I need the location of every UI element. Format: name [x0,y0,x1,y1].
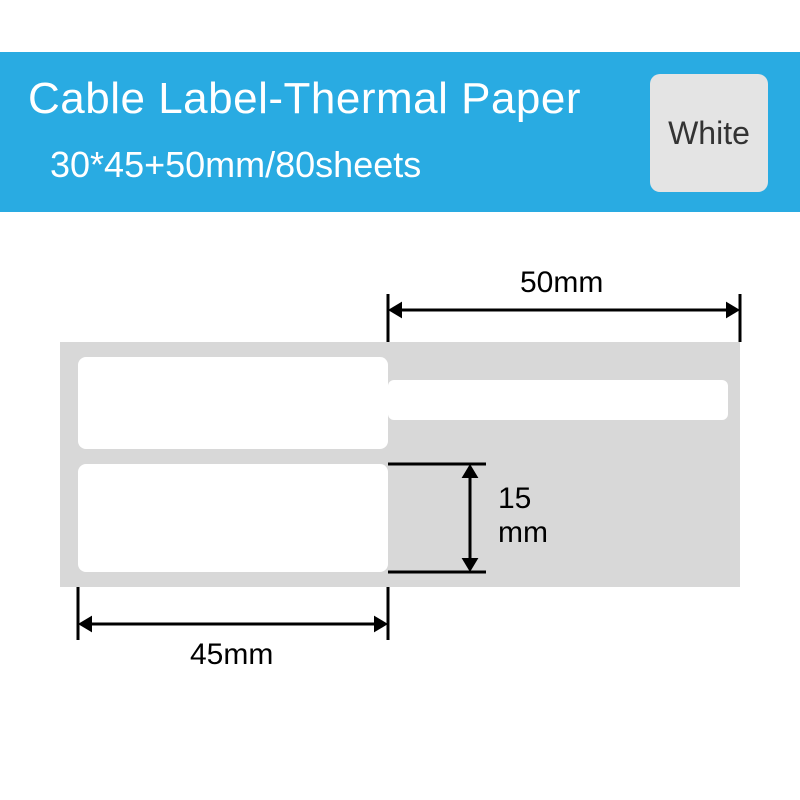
dim-label-15-unit: mm [498,516,548,549]
dim-label-50mm: 50mm [520,266,603,299]
product-spec: 30*45+50mm/80sheets [50,144,421,186]
color-chip: White [650,74,768,192]
page-root: Cable Label-Thermal Paper 30*45+50mm/80s… [0,0,800,800]
dim-label-45mm: 45mm [190,638,273,671]
dimension-diagram: 50mm 15mm 45mm [0,212,800,800]
dim-label-15: 15 [498,482,531,515]
color-chip-label: White [668,115,750,152]
product-header: Cable Label-Thermal Paper 30*45+50mm/80s… [0,52,800,212]
product-title: Cable Label-Thermal Paper [28,74,581,124]
